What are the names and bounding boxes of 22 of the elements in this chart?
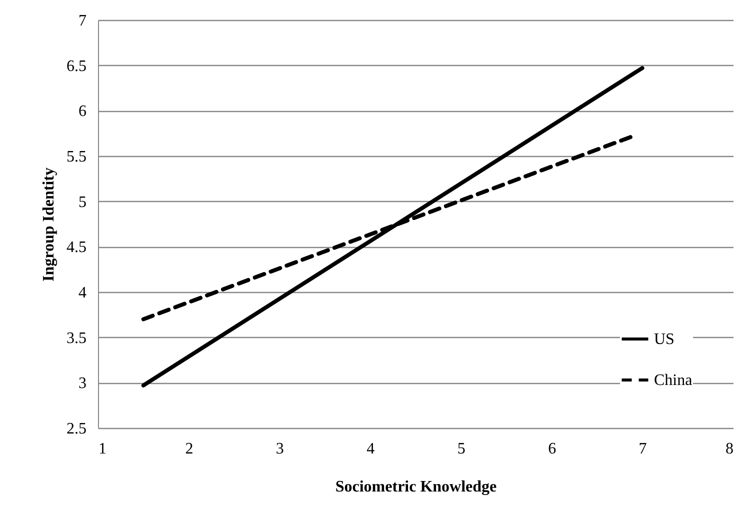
y-axis-title: Ingroup Identity (40, 168, 58, 282)
legend-label: US (654, 331, 674, 348)
y-tick-label: 6 (78, 103, 86, 120)
x-axis-title: Sociometric Knowledge (335, 478, 497, 496)
y-tick-label: 2.5 (66, 420, 86, 438)
x-tick-label: 5 (457, 440, 466, 458)
legend-label: China (654, 372, 692, 389)
y-tick-label: 4 (78, 284, 86, 302)
y-tick-label: 3 (78, 375, 86, 392)
y-tick-label: 7 (78, 12, 86, 30)
y-tick-label: 6.5 (66, 58, 86, 75)
y-tick-label: 3.5 (66, 330, 86, 347)
x-tick-label: 3 (276, 440, 284, 458)
x-tick-label: 7 (638, 440, 647, 458)
y-tick-label: 4.5 (66, 239, 86, 256)
y-tick-label: 5 (78, 194, 86, 211)
y-tick-label: 5.5 (66, 148, 86, 166)
x-tick-label: 2 (185, 440, 194, 458)
x-tick-label: 4 (366, 440, 375, 458)
x-tick-label: 1 (98, 440, 106, 458)
x-tick-label: 6 (548, 440, 556, 458)
x-tick-label: 8 (726, 440, 734, 458)
